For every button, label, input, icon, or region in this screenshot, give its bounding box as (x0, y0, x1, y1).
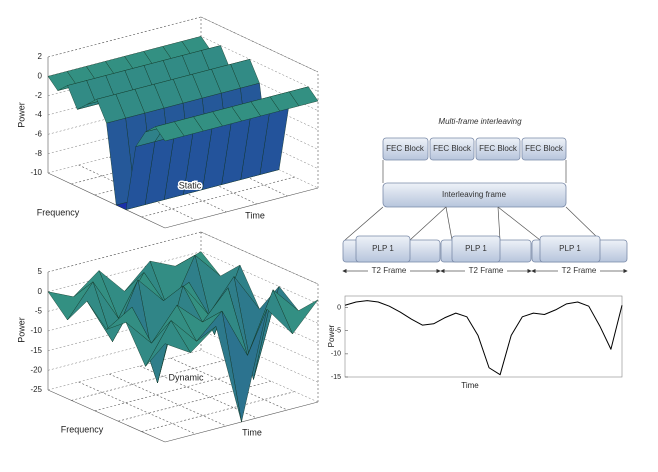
x-axis-label: Time (461, 381, 479, 390)
surface-label: Dynamic (168, 372, 204, 382)
axis-edge (200, 231, 319, 285)
z-tick-label: -2 (35, 91, 43, 100)
fan-lines (344, 206, 601, 241)
charts: 2 0 -2 -4 -6 -8 -10 Static Frequency Time Power 5 0 -… (16, 16, 623, 443)
z-tick-label: 0 (38, 287, 43, 296)
frame-label: T2 Frame (469, 266, 504, 275)
axis-edge (200, 16, 319, 73)
floor-grid (141, 391, 295, 432)
axis-edge (47, 389, 166, 443)
surface-patch (145, 320, 191, 367)
z-tick-label: 2 (38, 52, 43, 61)
fec-block (475, 137, 521, 161)
interleaving-frame (382, 182, 567, 208)
plp-box (451, 235, 501, 263)
grid-line (47, 310, 319, 363)
plp-label: PLP 1 (465, 244, 487, 253)
surface-patch (154, 121, 185, 142)
diagram-title: Multi-frame interleaving (438, 117, 522, 126)
y-axis-label: Power (327, 324, 336, 347)
fec-label: FEC Block (433, 144, 472, 153)
fec-block (382, 137, 429, 161)
interleaving-label: Interleaving frame (442, 190, 507, 199)
z-tick-label: 5 (38, 267, 43, 276)
z-tick-label: -15 (30, 346, 42, 355)
axis-edge (47, 172, 166, 229)
grid-line (47, 349, 319, 403)
z-tick-label: -10 (30, 168, 42, 177)
grid-line (47, 231, 319, 285)
grid-line (47, 330, 319, 383)
z-tick-label: -8 (35, 149, 43, 158)
x-axis-label: Frequency (37, 207, 80, 217)
grid-line (47, 16, 319, 73)
floor-grid (170, 357, 288, 411)
y-axis-label: Time (245, 210, 265, 220)
floor-grid (109, 373, 227, 427)
fec-label: FEC Block (479, 144, 518, 153)
label-bg (368, 266, 410, 276)
z-tick-label: -5 (35, 306, 43, 315)
y-axis-label: Time (242, 427, 262, 437)
surface-label: Static (179, 180, 202, 190)
z-tick-label: -6 (35, 129, 43, 138)
plp-box (355, 235, 411, 263)
frame-label: T2 Frame (372, 266, 407, 275)
axis-edge (164, 187, 319, 229)
line-series (344, 300, 623, 376)
y-tick-label: 0 (337, 304, 341, 311)
label-bg (558, 266, 600, 276)
label-bg (465, 266, 507, 276)
z-axis-label: Power (16, 102, 26, 128)
z-tick-label: -20 (30, 365, 42, 374)
fec-label: FEC Block (525, 144, 564, 153)
z-tick-label: 0 (38, 71, 43, 80)
fec-label: FEC Block (386, 144, 425, 153)
plp-label: PLP 1 (372, 244, 394, 253)
fec-block (429, 137, 475, 161)
fec-block (521, 137, 567, 161)
y-tick-label: -10 (331, 351, 341, 358)
y-tick-label: -15 (331, 374, 341, 381)
z-tick-label: -25 (30, 385, 42, 394)
z-axis-label: Power (16, 317, 26, 343)
x-axis-label: Frequency (61, 424, 104, 434)
z-tick-label: -10 (30, 326, 42, 335)
z-tick-label: -4 (35, 110, 43, 119)
y-tick-label: -5 (335, 328, 341, 335)
floor-grid (78, 381, 196, 435)
plp-label: PLP 1 (559, 244, 581, 253)
frame-label: T2 Frame (562, 266, 597, 275)
diagram: Multi-frame interleaving FEC Block FEC B… (342, 117, 628, 276)
plot-frame (344, 295, 623, 378)
plp-box (539, 235, 601, 263)
